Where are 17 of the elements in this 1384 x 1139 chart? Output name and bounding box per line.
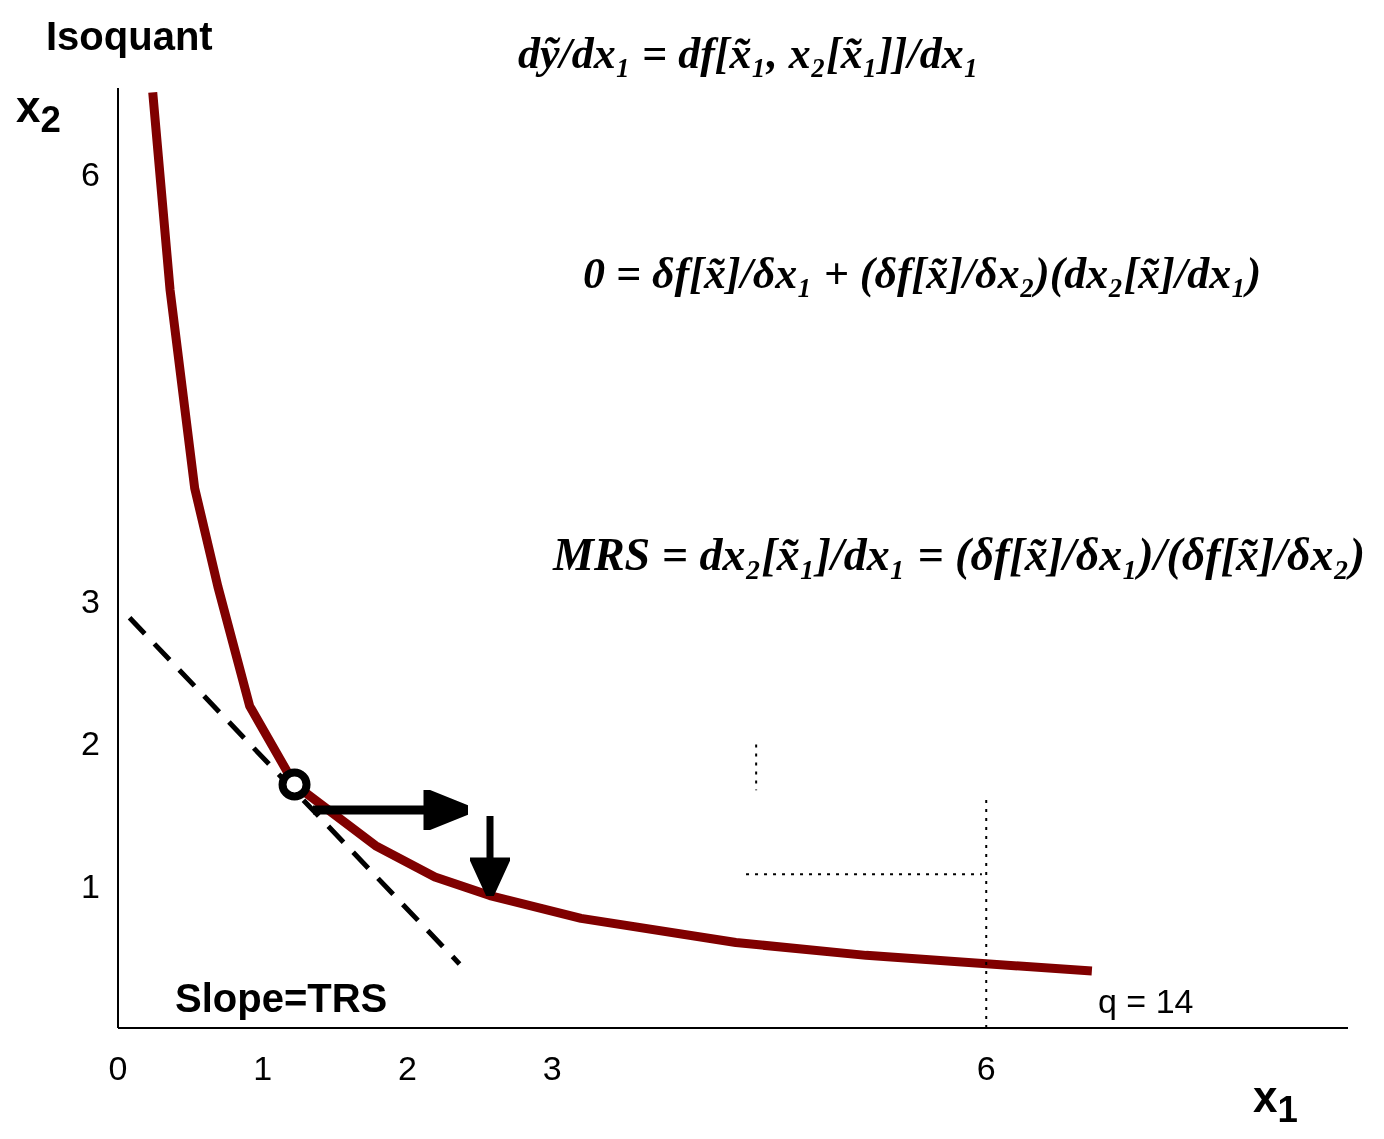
- x-tick-label: 6: [976, 1049, 996, 1088]
- y-tick-label: 6: [81, 154, 100, 193]
- chart-title: Isoquant: [46, 14, 213, 59]
- x-tick-label: 1: [253, 1049, 273, 1088]
- x-axis-title: x$_{1}$: [1253, 1072, 1298, 1131]
- y-axis-title: x$_{2}$: [16, 82, 61, 141]
- y-tick-label: 2: [81, 724, 100, 763]
- annotation: MRS = dx₂[x̃₁]/dx₁ = (δf[x̃]/δx₁)/(δf[x̃]/δx₂): [553, 528, 1365, 581]
- y-tick-label: 3: [81, 581, 100, 620]
- x-tick-label: 0: [108, 1049, 128, 1088]
- text: dỹ/dx₁ = df[x̃₁, x₂[x̃₁]]/dx₁: [518, 28, 980, 79]
- annotation: 0 = δf[x̃]/δx₁ + (δf[x̃]/δx₂)(dx₂[x̃]/dx₁): [583, 248, 1262, 299]
- annotation: q = 14: [1098, 982, 1194, 1021]
- annotation: Slope=TRS: [175, 976, 388, 1021]
- x-tick-label: 3: [542, 1049, 562, 1088]
- x-tick-label: 2: [397, 1049, 417, 1088]
- y-tick-label: 1: [81, 866, 100, 905]
